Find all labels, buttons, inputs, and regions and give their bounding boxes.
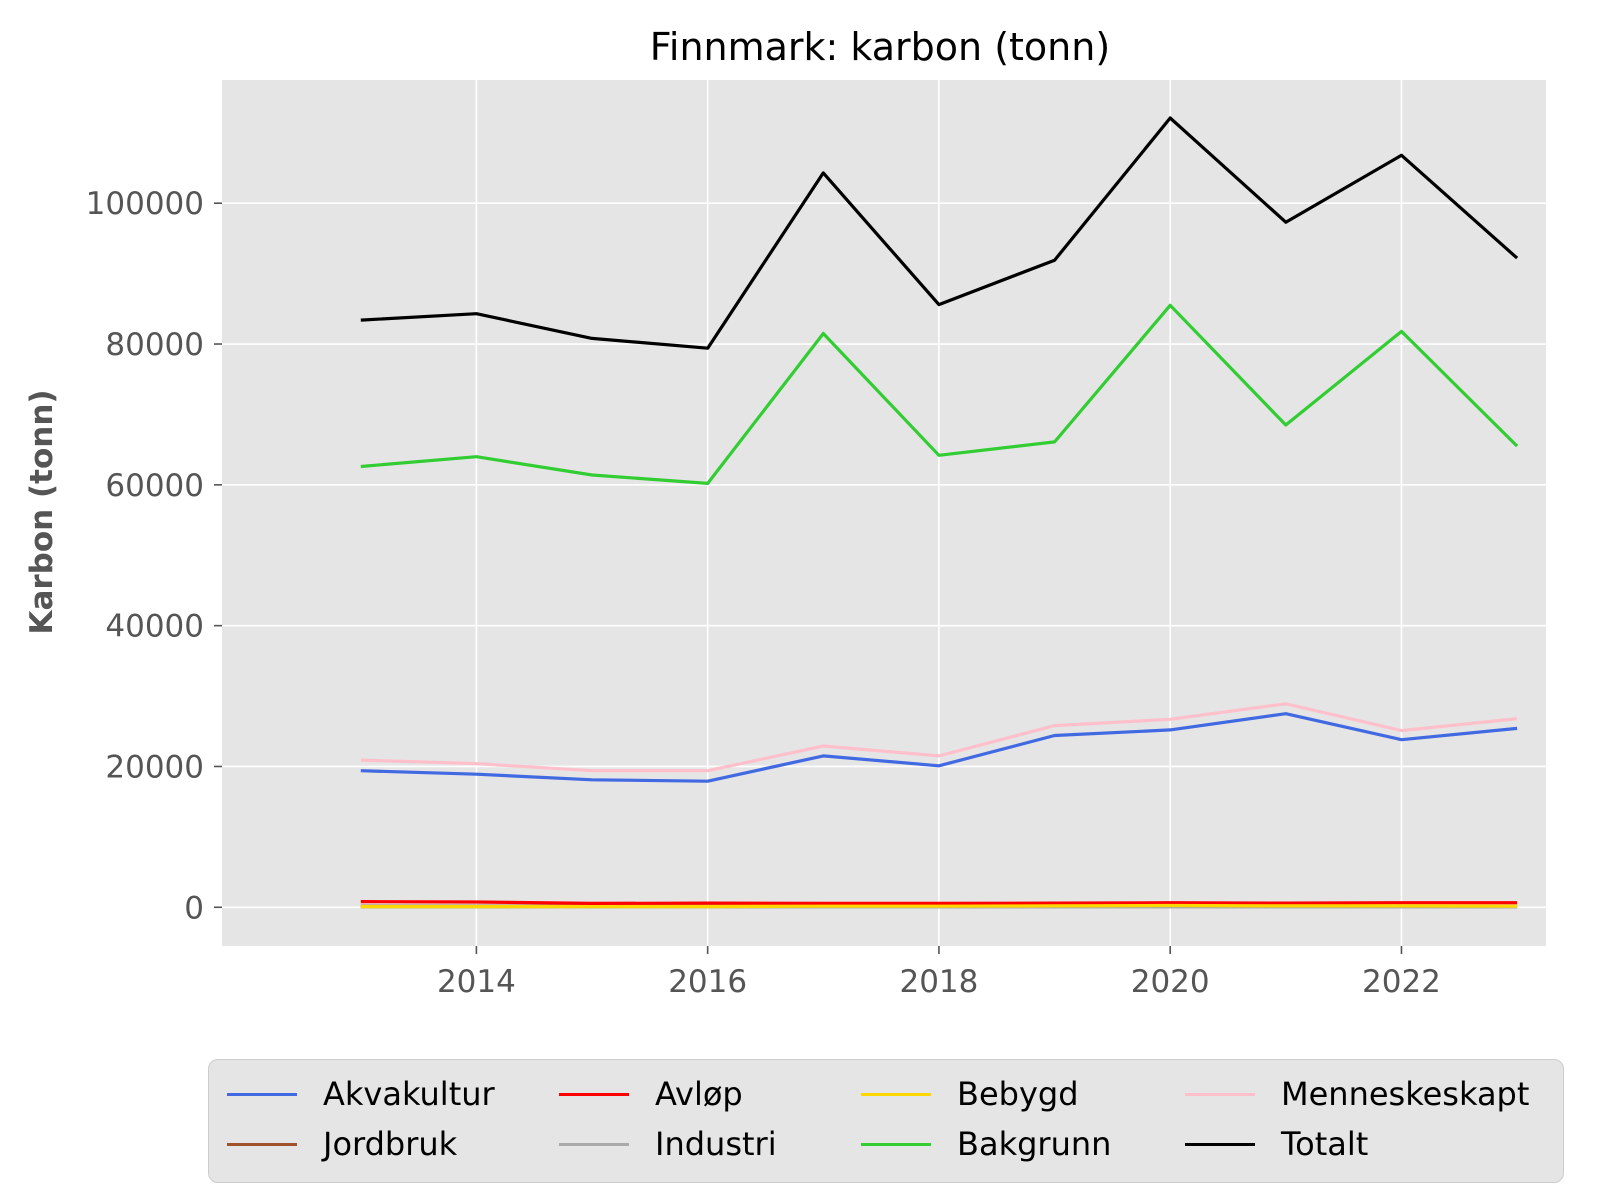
legend-swatch: [559, 1142, 629, 1146]
legend-label: Avløp: [655, 1075, 743, 1113]
chart-title: Finnmark: karbon (tonn): [650, 25, 1110, 69]
series-line-totalt: [360, 116, 1519, 350]
x-tick-label: 2020: [1131, 964, 1210, 1000]
series-line-akvakultur: [360, 712, 1518, 783]
series-lines: [360, 116, 1519, 909]
legend-label: Bakgrunn: [957, 1125, 1112, 1163]
legend-label: Menneskeskapt: [1281, 1075, 1530, 1113]
x-tick-label: 2022: [1362, 964, 1441, 1000]
series-line-menneskeskapt: [360, 702, 1518, 773]
legend-item: Industri: [559, 1119, 861, 1169]
legend-swatch: [1185, 1092, 1255, 1096]
legend-item: Totalt: [1185, 1119, 1565, 1169]
legend-label: Totalt: [1281, 1125, 1369, 1163]
series-line-avl-p: [360, 899, 1518, 906]
legend-item: Bakgrunn: [861, 1119, 1185, 1169]
legend-label: Bebygd: [957, 1075, 1079, 1113]
y-tick-label: 100000: [86, 186, 204, 222]
y-tick-label: 20000: [105, 749, 204, 785]
series-line-bakgrunn: [360, 303, 1519, 485]
legend-label: Industri: [655, 1125, 777, 1163]
y-axis-ticks: 0 20000 40000 60000 80000 100000: [86, 186, 222, 926]
y-tick-label: 60000: [105, 468, 204, 504]
x-tick-label: 2016: [668, 964, 747, 1000]
legend-swatch: [227, 1092, 297, 1096]
legend-swatch: [861, 1092, 931, 1096]
legend-item: Avløp: [559, 1069, 861, 1119]
x-tick-label: 2018: [899, 964, 978, 1000]
plot-area: [222, 80, 1546, 946]
series-line-bebygd: [360, 903, 1518, 909]
legend-label: Akvakultur: [323, 1075, 495, 1113]
legend-label: Jordbruk: [323, 1125, 458, 1163]
legend-item: Jordbruk: [227, 1119, 559, 1169]
legend-swatch: [227, 1142, 297, 1146]
y-axis-label: Karbon (tonn): [24, 389, 60, 634]
y-tick-label: 40000: [105, 609, 204, 645]
legend-swatch: [861, 1142, 931, 1146]
x-axis-ticks: 2014 2016 2018 2020 2022: [437, 946, 1441, 1000]
x-tick-label: 2014: [437, 964, 516, 1000]
y-tick-label: 0: [184, 890, 204, 926]
y-tick-label: 80000: [105, 327, 204, 363]
legend-item: Menneskeskapt: [1185, 1069, 1565, 1119]
legend-item: Akvakultur: [227, 1069, 559, 1119]
legend-swatch: [1185, 1142, 1255, 1146]
legend-swatch: [559, 1092, 629, 1096]
chart-legend: Akvakultur Avløp Bebygd Menneskeskapt Jordbr…: [208, 1059, 1564, 1183]
legend-item: Bebygd: [861, 1069, 1185, 1119]
